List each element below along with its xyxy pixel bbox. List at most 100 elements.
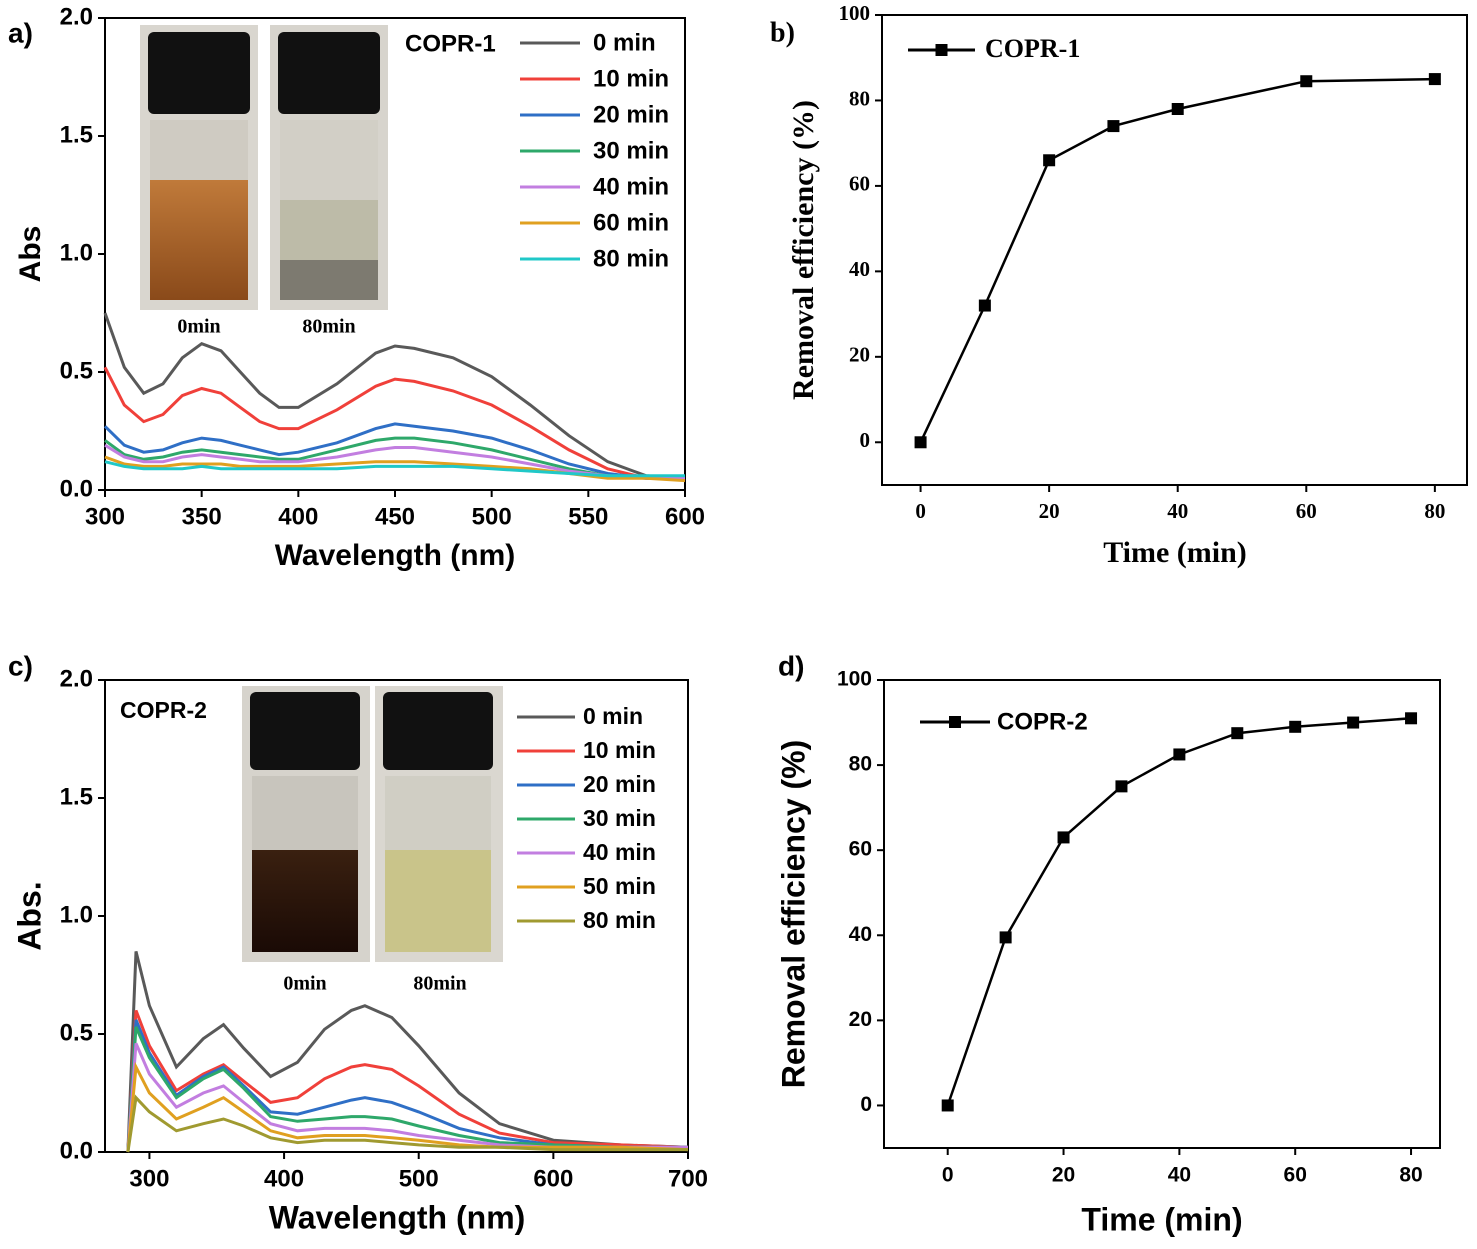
panel-label: b) bbox=[770, 17, 795, 48]
series-line bbox=[126, 1094, 688, 1153]
series-line bbox=[103, 422, 685, 480]
legend-title: COPR-1 bbox=[405, 30, 496, 57]
x-tick-label: 600 bbox=[533, 1165, 573, 1192]
y-axis-title: Abs bbox=[14, 226, 47, 283]
legend-label: 80 min bbox=[583, 907, 656, 933]
data-point bbox=[1231, 727, 1244, 740]
x-tick-label: 40 bbox=[1167, 499, 1188, 523]
x-tick-label: 450 bbox=[375, 503, 415, 530]
legend-label: 0 min bbox=[583, 703, 643, 729]
y-tick-label: 40 bbox=[849, 257, 870, 281]
x-tick-label: 80 bbox=[1399, 1164, 1422, 1187]
x-tick-label: 500 bbox=[472, 503, 512, 530]
x-tick-label: 400 bbox=[278, 503, 318, 530]
legend-label: 20 min bbox=[593, 101, 669, 128]
y-axis-title: Abs. bbox=[11, 881, 47, 950]
y-tick-label: 0.0 bbox=[60, 1137, 93, 1164]
legend-label: 80 min bbox=[593, 245, 669, 272]
x-axis-title: Time (min) bbox=[1103, 536, 1247, 569]
data-point bbox=[914, 436, 927, 449]
data-point bbox=[1057, 831, 1070, 844]
data-point bbox=[1115, 780, 1128, 793]
panel-label: d) bbox=[778, 650, 804, 681]
data-point bbox=[1171, 103, 1184, 115]
y-tick-label: 0.5 bbox=[60, 357, 93, 384]
x-axis-title: Wavelength (nm) bbox=[269, 1199, 526, 1235]
x-tick-label: 0 bbox=[915, 499, 926, 523]
legend-title: COPR-2 bbox=[120, 697, 207, 723]
data-point bbox=[1289, 720, 1302, 733]
plot-frame bbox=[881, 14, 1468, 486]
legend-label: 20 min bbox=[583, 771, 656, 797]
series-line bbox=[126, 1009, 689, 1153]
inset-photo bbox=[242, 686, 503, 962]
legend-marker bbox=[949, 716, 961, 728]
x-axis-title: Wavelength (nm) bbox=[275, 539, 516, 572]
data-point bbox=[941, 1099, 954, 1112]
y-tick-label: 20 bbox=[849, 1008, 872, 1031]
y-tick-label: 1.0 bbox=[60, 901, 93, 928]
legend-label: 10 min bbox=[583, 737, 656, 763]
data-point bbox=[1173, 748, 1186, 761]
x-tick-label: 20 bbox=[1039, 499, 1060, 523]
series-line bbox=[126, 1026, 688, 1153]
y-tick-label: 1.5 bbox=[60, 121, 93, 148]
inset-label: 80min bbox=[413, 973, 466, 995]
data-point bbox=[1405, 712, 1418, 725]
data-point bbox=[999, 931, 1012, 944]
legend-label: 30 min bbox=[593, 137, 669, 164]
series-line bbox=[103, 366, 685, 480]
x-tick-label: 40 bbox=[1168, 1164, 1191, 1187]
legend-label: 30 min bbox=[583, 805, 656, 831]
legend-label: 0 min bbox=[593, 29, 656, 56]
inset-photo bbox=[140, 25, 388, 310]
inset-label: 80min bbox=[302, 316, 355, 338]
data-point bbox=[1043, 154, 1056, 167]
plot-frame bbox=[883, 679, 1441, 1149]
inset-label: 0min bbox=[283, 973, 326, 995]
y-tick-label: 60 bbox=[849, 172, 870, 196]
y-tick-label: 40 bbox=[849, 923, 872, 946]
y-tick-label: 0 bbox=[860, 428, 871, 452]
y-tick-label: 80 bbox=[849, 86, 870, 110]
y-tick-label: 1.5 bbox=[60, 783, 93, 810]
x-tick-label: 80 bbox=[1424, 499, 1445, 523]
y-tick-label: 0.0 bbox=[60, 475, 93, 502]
y-tick-label: 100 bbox=[839, 1, 871, 25]
panel-label: c) bbox=[8, 650, 33, 681]
data-point bbox=[1300, 75, 1313, 88]
legend-label: COPR-2 bbox=[997, 708, 1088, 735]
x-tick-label: 500 bbox=[399, 1165, 439, 1192]
legend-label: 10 min bbox=[593, 65, 669, 92]
legend-label: 40 min bbox=[583, 839, 656, 865]
data-point bbox=[1428, 73, 1441, 86]
x-tick-label: 600 bbox=[665, 503, 705, 530]
x-tick-label: 60 bbox=[1284, 1164, 1307, 1187]
series-line bbox=[104, 460, 685, 478]
y-axis-title: Removal efficiency (%) bbox=[775, 740, 811, 1089]
y-tick-label: 1.0 bbox=[60, 239, 93, 266]
y-tick-label: 20 bbox=[849, 343, 870, 367]
legend-label: 40 min bbox=[593, 173, 669, 200]
data-point bbox=[1347, 716, 1360, 729]
x-tick-label: 60 bbox=[1296, 499, 1317, 523]
y-tick-label: 80 bbox=[849, 753, 872, 776]
series-line bbox=[126, 951, 689, 1153]
legend-label: 60 min bbox=[593, 209, 669, 236]
data-point bbox=[1107, 120, 1120, 133]
x-tick-label: 700 bbox=[668, 1165, 708, 1192]
series-line bbox=[126, 1042, 688, 1153]
legend-label: COPR-1 bbox=[985, 34, 1080, 63]
x-tick-label: 20 bbox=[1052, 1164, 1075, 1187]
data-point bbox=[978, 299, 991, 312]
x-axis-title: Time (min) bbox=[1081, 1201, 1242, 1237]
x-tick-label: 0 bbox=[942, 1164, 954, 1187]
inset-label: 0min bbox=[177, 316, 220, 338]
y-tick-label: 2.0 bbox=[60, 665, 93, 692]
